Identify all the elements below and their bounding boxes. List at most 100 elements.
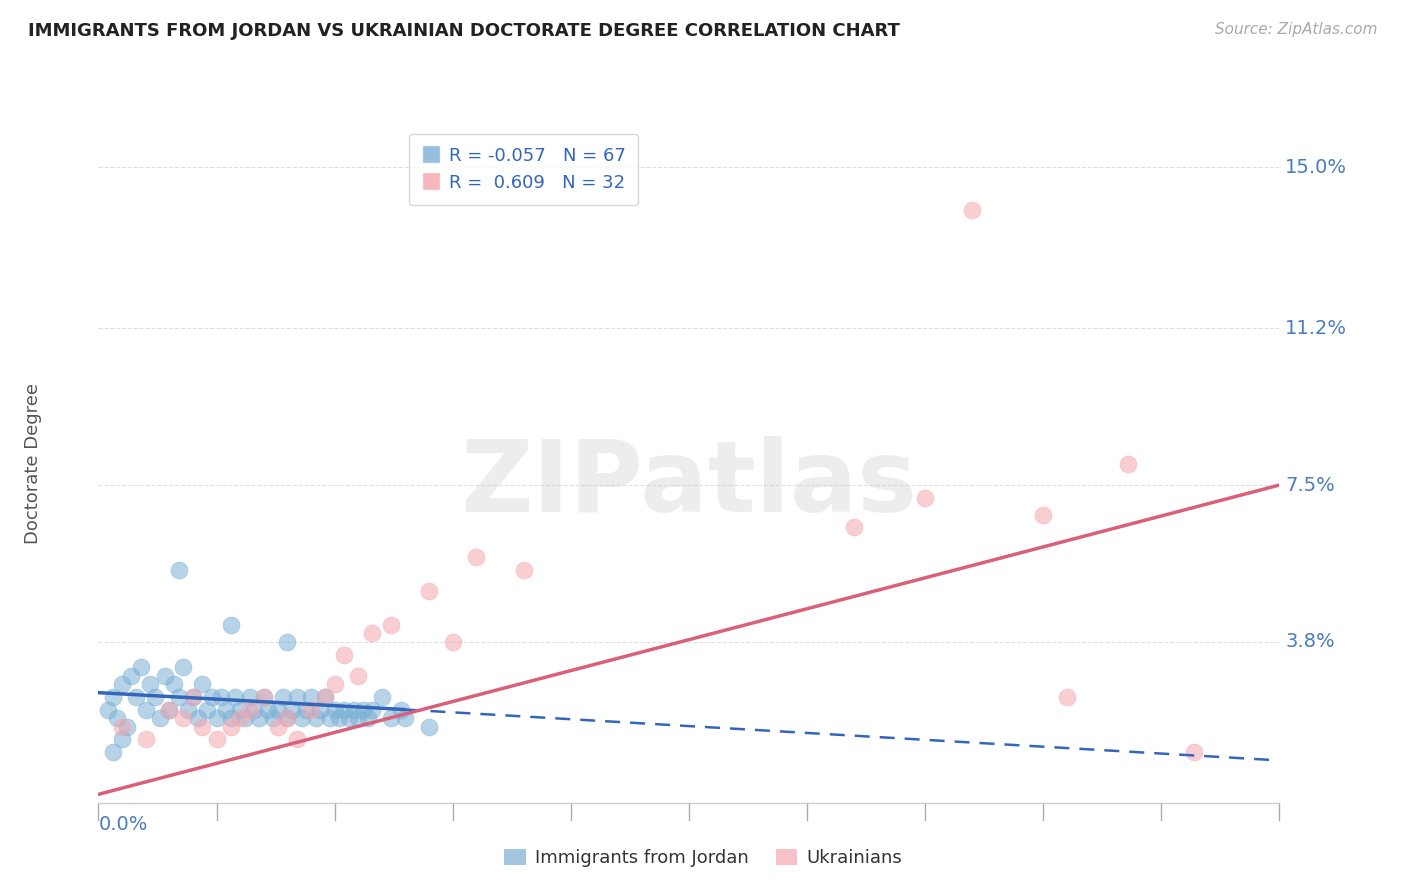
Point xyxy=(262,711,284,725)
Point xyxy=(224,690,246,704)
Point xyxy=(177,703,200,717)
Point xyxy=(328,711,350,725)
Point xyxy=(371,690,394,704)
Point xyxy=(347,669,370,683)
Point xyxy=(215,703,238,717)
Point xyxy=(129,660,152,674)
Point xyxy=(1032,508,1054,522)
Point xyxy=(314,690,336,704)
Point xyxy=(285,690,308,704)
Point xyxy=(418,583,440,598)
Point xyxy=(205,711,228,725)
Point xyxy=(276,711,298,725)
Point xyxy=(257,703,280,717)
Point xyxy=(209,690,232,704)
Point xyxy=(323,677,346,691)
Text: 11.2%: 11.2% xyxy=(1285,318,1347,338)
Point xyxy=(167,563,190,577)
Text: Source: ZipAtlas.com: Source: ZipAtlas.com xyxy=(1215,22,1378,37)
Point xyxy=(276,711,298,725)
Point xyxy=(299,690,322,704)
Point xyxy=(135,732,157,747)
Point xyxy=(1116,457,1139,471)
Point xyxy=(115,719,138,733)
Point xyxy=(111,677,134,691)
Point xyxy=(135,703,157,717)
Point xyxy=(441,635,464,649)
Point xyxy=(357,711,380,725)
Point xyxy=(229,711,252,725)
Point xyxy=(1184,745,1206,759)
Point xyxy=(271,690,294,704)
Point xyxy=(962,202,984,217)
Point xyxy=(187,711,209,725)
Point xyxy=(139,677,162,691)
Point xyxy=(157,703,180,717)
Point xyxy=(1056,690,1078,704)
Point xyxy=(380,711,402,725)
Point xyxy=(239,703,262,717)
Point xyxy=(229,703,252,717)
Point xyxy=(233,711,256,725)
Legend: R = -0.057   N = 67, R =  0.609   N = 32: R = -0.057 N = 67, R = 0.609 N = 32 xyxy=(409,134,638,205)
Point xyxy=(247,711,270,725)
Point xyxy=(295,703,318,717)
Point xyxy=(253,690,276,704)
Text: Doctorate Degree: Doctorate Degree xyxy=(24,384,42,544)
Point xyxy=(267,703,290,717)
Point xyxy=(352,703,374,717)
Point xyxy=(191,719,214,733)
Point xyxy=(267,719,290,733)
Point xyxy=(299,703,322,717)
Text: 3.8%: 3.8% xyxy=(1285,632,1334,651)
Point xyxy=(314,690,336,704)
Point xyxy=(105,711,128,725)
Point xyxy=(101,745,124,759)
Point xyxy=(253,690,276,704)
Point xyxy=(172,660,194,674)
Point xyxy=(394,711,416,725)
Point xyxy=(465,549,488,565)
Point xyxy=(337,711,360,725)
Point xyxy=(143,690,166,704)
Point xyxy=(121,669,143,683)
Point xyxy=(191,677,214,691)
Point xyxy=(323,703,346,717)
Point xyxy=(181,690,204,704)
Point xyxy=(219,719,242,733)
Point xyxy=(163,677,186,691)
Point xyxy=(333,648,356,662)
Point xyxy=(305,711,328,725)
Point xyxy=(153,669,176,683)
Point xyxy=(97,703,120,717)
Point xyxy=(914,491,936,505)
Point xyxy=(290,711,312,725)
Point xyxy=(844,520,866,534)
Point xyxy=(181,690,204,704)
Point xyxy=(342,703,364,717)
Point xyxy=(172,711,194,725)
Point xyxy=(201,690,224,704)
Point xyxy=(347,711,370,725)
Point xyxy=(418,719,440,733)
Point xyxy=(157,703,180,717)
Point xyxy=(239,690,262,704)
Point xyxy=(512,563,534,577)
Point xyxy=(149,711,172,725)
Text: 0.0%: 0.0% xyxy=(98,815,148,834)
Point xyxy=(333,703,356,717)
Text: 7.5%: 7.5% xyxy=(1285,475,1336,494)
Point xyxy=(380,617,402,632)
Point xyxy=(219,711,242,725)
Point xyxy=(101,690,124,704)
Text: IMMIGRANTS FROM JORDAN VS UKRAINIAN DOCTORATE DEGREE CORRELATION CHART: IMMIGRANTS FROM JORDAN VS UKRAINIAN DOCT… xyxy=(28,22,900,40)
Point xyxy=(319,711,342,725)
Legend: Immigrants from Jordan, Ukrainians: Immigrants from Jordan, Ukrainians xyxy=(496,841,910,874)
Point xyxy=(125,690,148,704)
Text: ZIPatlas: ZIPatlas xyxy=(461,435,917,533)
Point xyxy=(195,703,218,717)
Point xyxy=(389,703,412,717)
Point xyxy=(111,732,134,747)
Point xyxy=(281,703,304,717)
Point xyxy=(111,719,134,733)
